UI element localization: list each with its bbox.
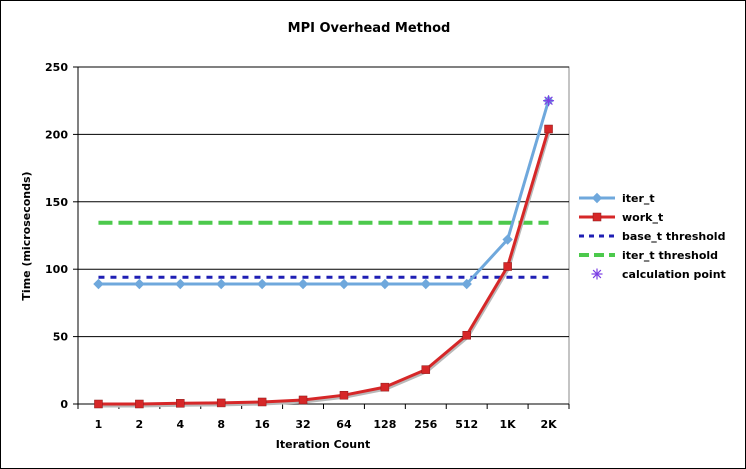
work-t-point: [94, 399, 103, 409]
legend-item: work_t: [579, 211, 663, 224]
x-tick-label: 2K: [540, 418, 557, 431]
legend-label: calculation point: [622, 268, 726, 281]
work-t-point: [216, 398, 226, 408]
grid-layer: [78, 66, 569, 338]
work-t-point: [462, 331, 471, 340]
work-t-point: [421, 365, 431, 374]
legend-item: base_t threshold: [579, 230, 725, 243]
x-axis-label: Iteration Count: [276, 438, 370, 451]
y-tick-label: 50: [53, 331, 69, 344]
y-tick-label: 250: [45, 61, 68, 74]
work-t-point: [544, 124, 553, 134]
legend-label: work_t: [622, 211, 663, 224]
legend-work-t-point: [592, 212, 602, 222]
y-axis-label: Time (microseconds): [20, 171, 33, 300]
calculation-point-point: [543, 95, 555, 107]
y-tick-label: 0: [60, 398, 68, 411]
work-t-point: [176, 399, 185, 408]
iter-t-point: [93, 278, 104, 290]
x-tick-label: 1K: [500, 418, 517, 431]
x-tick-label: 128: [373, 418, 396, 431]
work-t-point: [298, 395, 308, 405]
iter-t-point: [420, 278, 431, 290]
x-axis: 1 2 4 8 16 32 64 128 256 512 1K 2K: [77, 403, 570, 431]
work-t-shadow: [99, 130, 551, 408]
iter-t-point: [502, 234, 513, 245]
work-t-point: [339, 390, 349, 400]
y-tick-label: 200: [45, 128, 68, 141]
iter-t-point: [175, 278, 186, 290]
work-t-point: [380, 382, 390, 392]
iter-t-point: [134, 278, 145, 290]
iter-t-point: [216, 278, 227, 290]
series-layer: [93, 95, 555, 409]
x-tick-label: 32: [295, 418, 310, 431]
work-t-line: [98, 128, 550, 406]
iter-t-point: [461, 278, 472, 290]
legend-item: calculation point: [591, 268, 726, 281]
y-tick-label: 100: [45, 263, 68, 276]
x-tick-label: 16: [254, 418, 270, 431]
legend: iter_t work_t base_t threshold iter_t thres…: [579, 192, 726, 281]
legend-iter-t-point: [591, 192, 603, 204]
work-t-point: [135, 399, 144, 409]
x-tick-label: 4: [176, 418, 184, 431]
x-tick-label: 2: [136, 418, 144, 431]
chart-title: MPI Overhead Method: [288, 21, 451, 36]
work-t-point: [257, 397, 267, 407]
x-tick-label: 256: [414, 418, 437, 431]
y-tick-label: 150: [45, 196, 68, 209]
work-t-point: [503, 262, 512, 271]
iter-t-point: [297, 278, 309, 290]
iter-t-point: [338, 278, 350, 290]
legend-item: iter_t: [579, 192, 655, 205]
legend-calculation-point-point: [591, 268, 603, 280]
legend-label: iter_t threshold: [622, 249, 718, 262]
asterisk-stroke: [592, 269, 602, 279]
legend-item: iter_t threshold: [579, 249, 718, 262]
iter-t-point: [256, 278, 268, 290]
y-axis: 0 50 100 150 200 250: [45, 61, 79, 411]
x-tick-label: 64: [336, 418, 352, 431]
x-tick-label: 512: [455, 418, 478, 431]
x-tick-label: 8: [217, 418, 225, 431]
iter-t-line: [98, 100, 550, 286]
legend-label: base_t threshold: [622, 230, 725, 243]
plot-area: [77, 66, 570, 405]
x-tick-label: 1: [95, 418, 103, 431]
asterisk-stroke: [544, 96, 553, 106]
iter-t-point: [379, 278, 391, 290]
legend-label: iter_t: [622, 192, 655, 205]
